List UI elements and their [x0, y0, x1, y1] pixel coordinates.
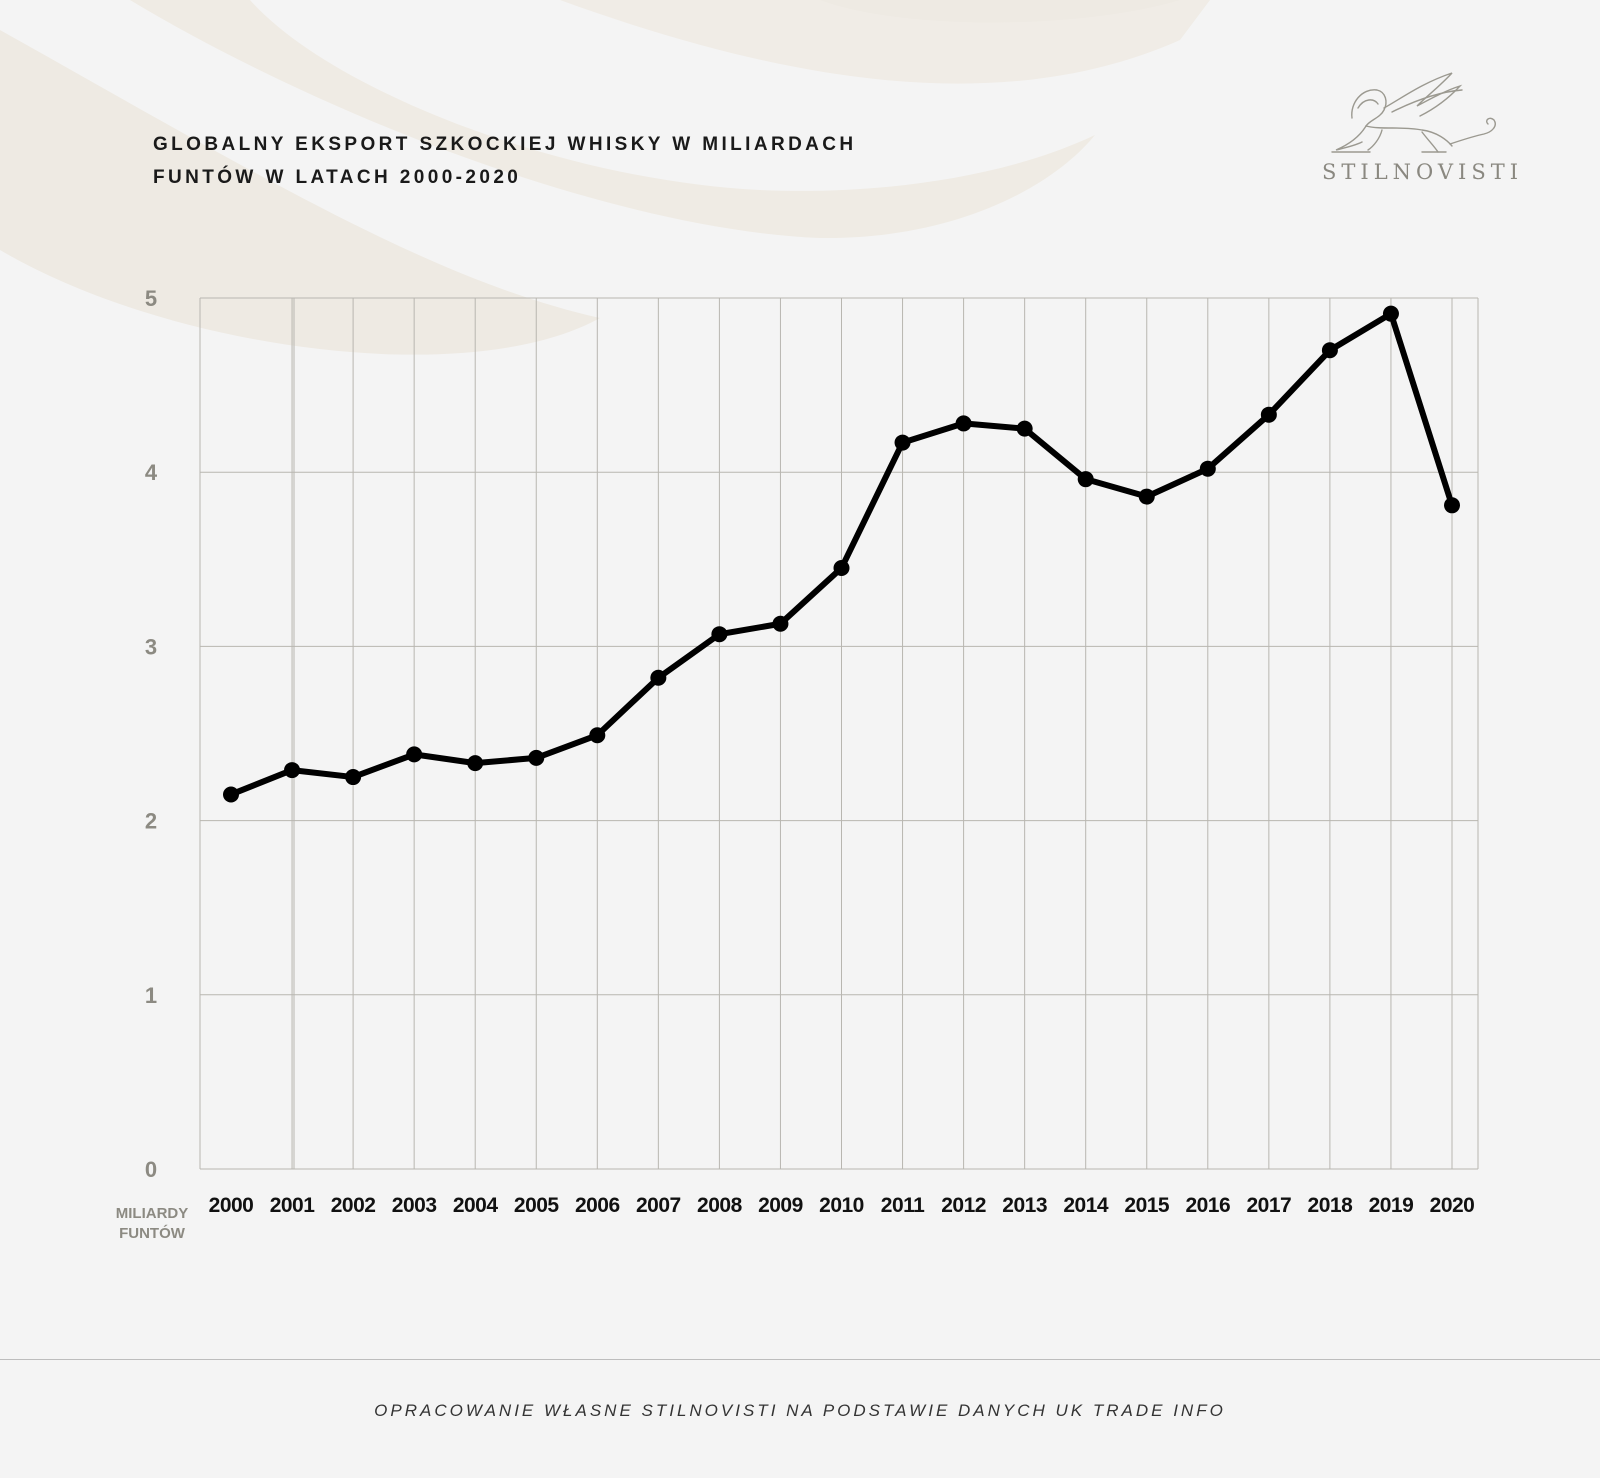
- data-point: [1444, 497, 1460, 514]
- x-tick-label: 2004: [453, 1194, 499, 1217]
- data-point: [406, 746, 423, 763]
- x-tick-label: 2010: [819, 1194, 864, 1217]
- x-tick-label: 2014: [1063, 1194, 1109, 1217]
- data-point: [772, 615, 789, 632]
- x-tick-label: 2000: [209, 1194, 254, 1217]
- x-tick-label: 2013: [1002, 1194, 1047, 1217]
- data-point: [1260, 406, 1277, 423]
- data-point: [1382, 305, 1399, 322]
- y-tick-label: 2: [145, 809, 157, 834]
- x-tick-label: 2009: [758, 1194, 803, 1217]
- data-point: [1016, 420, 1033, 437]
- x-tick-label: 2006: [575, 1194, 620, 1217]
- x-tick-label: 2003: [392, 1194, 437, 1217]
- data-point: [1321, 342, 1338, 359]
- x-tick-label: 2001: [270, 1194, 316, 1217]
- line-chart: 0 1 2 3 4 5 2000 2001 2002 2003 2004 2005 2006 2007 20…: [116, 286, 1479, 1242]
- data-point: [223, 786, 239, 803]
- winged-lion-icon: [1331, 72, 1496, 153]
- x-tick-label: 2005: [514, 1194, 560, 1217]
- brand-name: STILNOVISTI: [1322, 160, 1524, 184]
- x-tick-label: 2016: [1185, 1194, 1230, 1217]
- x-tick-label: 2018: [1308, 1194, 1354, 1217]
- x-tick-label: 2015: [1124, 1194, 1170, 1217]
- y-tick-label: 1: [145, 983, 157, 1008]
- y-tick-label: 4: [145, 460, 158, 485]
- y-tick-label: 3: [145, 634, 157, 659]
- y-axis-label: FUNTÓW: [119, 1224, 186, 1242]
- source-note: OPRACOWANIE WŁASNE STILNOVISTI NA PODSTA…: [374, 1401, 1226, 1420]
- data-point: [284, 762, 301, 779]
- chart-title-line-2: FUNTÓW W LATACH 2000-2020: [153, 167, 522, 188]
- data-point: [894, 434, 911, 451]
- chart-title-line-1: GLOBALNY EKSPORT SZKOCKIEJ WHISKY W MILI…: [153, 134, 857, 155]
- data-point: [467, 755, 484, 772]
- data-point: [711, 626, 728, 643]
- x-tick-label: 2012: [941, 1194, 986, 1217]
- data-point: [528, 749, 545, 766]
- data-point: [833, 560, 850, 577]
- x-tick-label: 2007: [636, 1194, 681, 1217]
- data-point: [650, 669, 667, 686]
- chart-title: GLOBALNY EKSPORT SZKOCKIEJ WHISKY W MILI…: [153, 128, 857, 194]
- y-tick-label: 0: [145, 1157, 157, 1182]
- data-point: [589, 727, 606, 744]
- data-point: [955, 415, 972, 432]
- x-tick-label: 2011: [881, 1194, 925, 1217]
- y-tick-label: 5: [145, 286, 157, 311]
- x-tick-label: 2019: [1369, 1194, 1414, 1217]
- x-tick-label: 2008: [697, 1194, 743, 1217]
- x-tick-label: 2002: [331, 1194, 376, 1217]
- y-axis-label: MILIARDY: [116, 1205, 189, 1222]
- x-tick-label: 2017: [1246, 1194, 1291, 1217]
- footer-divider: [0, 1359, 1600, 1360]
- data-point: [1199, 460, 1216, 477]
- data-point: [1138, 488, 1155, 505]
- data-point: [1077, 471, 1094, 488]
- x-tick-label: 2020: [1430, 1194, 1475, 1217]
- data-point: [345, 769, 362, 786]
